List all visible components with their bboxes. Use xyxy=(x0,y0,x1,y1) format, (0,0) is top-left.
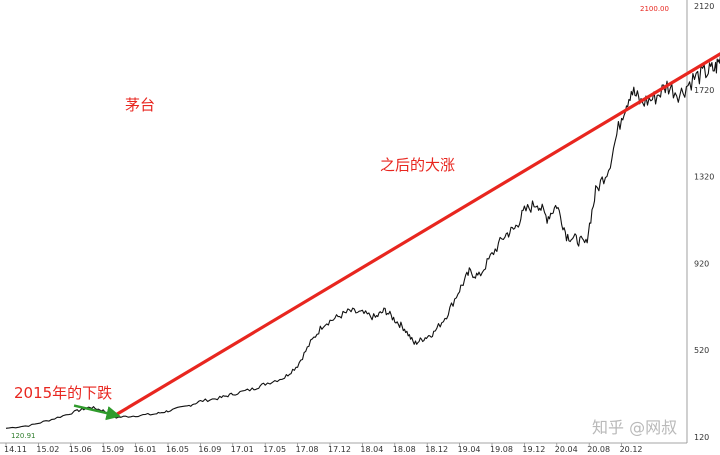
y-tick-label: 520 xyxy=(694,346,709,355)
y-tick-label: 1320 xyxy=(694,173,714,182)
x-tick-label: 17.12 xyxy=(328,445,351,454)
plot-frame xyxy=(0,0,688,444)
annotation-after-rise: 之后的大涨 xyxy=(380,156,455,174)
watermark: 知乎 @网叔 xyxy=(592,418,677,437)
y-axis-ticks: 120 520 920 1320 1720 2120 xyxy=(694,2,714,442)
x-tick-label: 16.05 xyxy=(166,445,189,454)
y-tick-label: 120 xyxy=(694,433,709,442)
x-tick-label: 19.04 xyxy=(458,445,481,454)
red-trend-arrow xyxy=(115,52,720,417)
x-tick-label: 17.05 xyxy=(263,445,286,454)
x-axis-ticks: 14.11 15.02 15.06 15.09 16.01 16.05 16.09 17.01… xyxy=(4,443,643,454)
price-line xyxy=(5,55,720,429)
x-tick-label: 16.09 xyxy=(198,445,221,454)
green-decline-arrow xyxy=(73,404,121,421)
x-tick-label: 20.12 xyxy=(620,445,643,454)
x-tick-label: 18.04 xyxy=(360,445,383,454)
x-tick-label: 19.12 xyxy=(522,445,545,454)
y-tick-label: 920 xyxy=(694,259,709,268)
x-tick-label: 18.12 xyxy=(425,445,448,454)
x-tick-label: 20.08 xyxy=(587,445,610,454)
x-tick-label: 15.09 xyxy=(101,445,124,454)
x-tick-label: 16.01 xyxy=(134,445,157,454)
x-tick-label: 17.01 xyxy=(231,445,254,454)
x-tick-label: 20.04 xyxy=(555,445,578,454)
y-tick-label: 2120 xyxy=(694,2,714,11)
min-value-label: 120.91 xyxy=(11,432,36,440)
x-tick-label: 15.02 xyxy=(36,445,59,454)
y-tick-label: 1720 xyxy=(694,86,714,95)
x-tick-label: 14.11 xyxy=(4,445,27,454)
x-tick-label: 18.08 xyxy=(393,445,416,454)
annotation-2015-decline: 2015年的下跌 xyxy=(14,384,112,402)
x-tick-label: 17.08 xyxy=(296,445,319,454)
max-value-label: 2100.00 xyxy=(640,5,669,13)
chart-annotation-title: 茅台 xyxy=(125,96,155,114)
x-tick-label: 15.06 xyxy=(69,445,92,454)
x-tick-label: 19.08 xyxy=(490,445,513,454)
